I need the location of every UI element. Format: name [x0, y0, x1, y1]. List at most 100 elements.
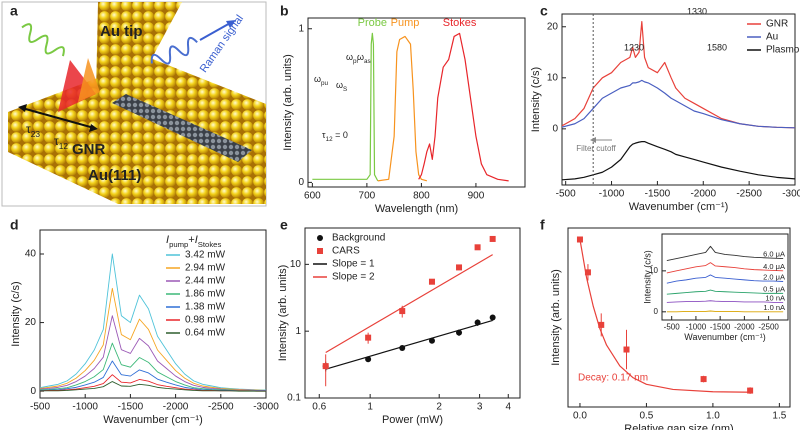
inset-label: τ12 = 0	[322, 130, 348, 143]
x-axis-label: Power (mW)	[382, 414, 443, 426]
gold-tip	[96, 2, 182, 94]
delay-label-part: 12	[59, 141, 69, 151]
graphene-ribbon	[112, 94, 252, 162]
plot-area	[561, 13, 796, 186]
delay-label-part: τ	[54, 134, 59, 148]
legend-label: Slope = 1	[332, 259, 375, 270]
delay-arrowhead	[18, 104, 27, 112]
data-point	[399, 308, 406, 315]
inset-label: ωas	[357, 52, 371, 65]
data-point	[428, 278, 435, 285]
series-line	[418, 32, 509, 182]
data-point	[322, 363, 329, 370]
signal-arrow	[199, 21, 233, 41]
data-point	[623, 346, 630, 353]
annotation: Decay: 0.17 nm	[578, 373, 648, 384]
x-tick-label: 4	[505, 402, 511, 413]
series-line	[666, 289, 784, 295]
y-axis-label: Intensity (c/s)	[10, 281, 22, 346]
stokes-beam	[78, 58, 100, 102]
data-point	[365, 334, 372, 341]
legend-title-part: pump	[169, 240, 188, 249]
legend-label: 2.94 mW	[185, 263, 226, 274]
y-axis-label: Intensity (c/s)	[642, 250, 652, 304]
panel-label: d	[10, 217, 19, 233]
panel-label: e	[280, 217, 288, 233]
series-group	[312, 32, 509, 182]
inset-label-part: ω	[314, 74, 321, 84]
y-axis-label: Intensity (arb. units)	[550, 269, 562, 366]
x-tick-label: 1.5	[772, 411, 786, 422]
x-tick-label: 0.0	[573, 411, 587, 422]
y-axis-label: Intensity (c/s)	[530, 67, 542, 132]
inset-label-part: = 0	[333, 130, 348, 140]
y-tick-label: 10	[290, 259, 302, 270]
data-point	[474, 319, 481, 326]
x-tick-label: -500	[30, 402, 50, 413]
x-tick-label: -1500	[710, 322, 731, 331]
raman-wave	[150, 36, 198, 65]
legend-label: GNR	[766, 19, 788, 30]
x-tick-label: -1000	[599, 189, 625, 200]
x-axis-label: Wavelength (nm)	[375, 203, 458, 215]
series-line	[325, 254, 493, 353]
inset-label-part: τ	[322, 130, 326, 140]
y-tick-label: 0	[30, 386, 36, 397]
y-tick-label: 0	[298, 177, 304, 188]
series-line	[562, 79, 795, 129]
x-tick-label: -1000	[72, 402, 98, 413]
data-point	[489, 314, 496, 321]
x-tick-label: -3000	[253, 402, 279, 413]
annotation: 1330	[687, 6, 707, 16]
data-point	[598, 321, 605, 328]
inset-label-part: 12	[326, 136, 334, 143]
legend-label: Plasmon	[766, 45, 800, 56]
x-tick-label: -2500	[758, 322, 779, 331]
data-point	[456, 329, 463, 336]
inset-label-part: pr	[353, 58, 359, 65]
plot-area	[304, 227, 521, 399]
legend-title-part: Stokes	[198, 240, 222, 249]
series-group	[666, 245, 784, 313]
x-tick-label: 600	[304, 191, 321, 202]
panel-label: c	[540, 3, 548, 19]
data-point	[365, 356, 372, 363]
x-tick-label: 1.0	[706, 411, 720, 422]
y-tick-label: 40	[25, 249, 37, 260]
inset-label: ωpr	[346, 52, 359, 65]
data-point	[428, 337, 435, 344]
legend-label: 1.86 mW	[185, 289, 226, 300]
series-line	[562, 141, 795, 181]
x-tick-label: 0.5	[639, 411, 653, 422]
series-line	[40, 253, 266, 391]
legend-label: 2.0 μA	[763, 272, 785, 281]
x-tick-label: 2	[436, 402, 442, 413]
legend-label: 10 nA	[765, 293, 785, 302]
x-tick-label: 700	[359, 191, 376, 202]
y-tick-label: 20	[547, 21, 559, 32]
x-axis-label: Relative gap size (nm)	[624, 423, 733, 430]
substrate-label: Au(111)	[88, 167, 141, 184]
probe-wave	[21, 23, 65, 57]
data-point	[489, 235, 496, 242]
panel-label: b	[280, 3, 289, 19]
inset-label: ωpu	[314, 74, 329, 87]
annotation: 1230	[624, 42, 644, 52]
inset-label-part: ω	[357, 52, 364, 62]
signal-arrowhead	[226, 20, 236, 28]
legend-label: 2.44 mW	[185, 276, 226, 287]
annotation: Filter cutoff	[576, 144, 616, 153]
x-tick-label: -2000	[690, 189, 716, 200]
delay-label: τ23	[26, 122, 40, 139]
cutoff-arrowhead	[590, 137, 596, 143]
x-tick-label: -500	[556, 189, 576, 200]
data-point	[399, 345, 406, 352]
plot-area	[661, 233, 789, 321]
series-line	[40, 381, 266, 392]
y-tick-label: 0	[552, 123, 558, 134]
panel-label: a	[10, 3, 18, 19]
series-group	[562, 21, 795, 181]
legend-label: 1.0 nA	[763, 303, 785, 312]
legend-label: Au	[766, 32, 778, 43]
